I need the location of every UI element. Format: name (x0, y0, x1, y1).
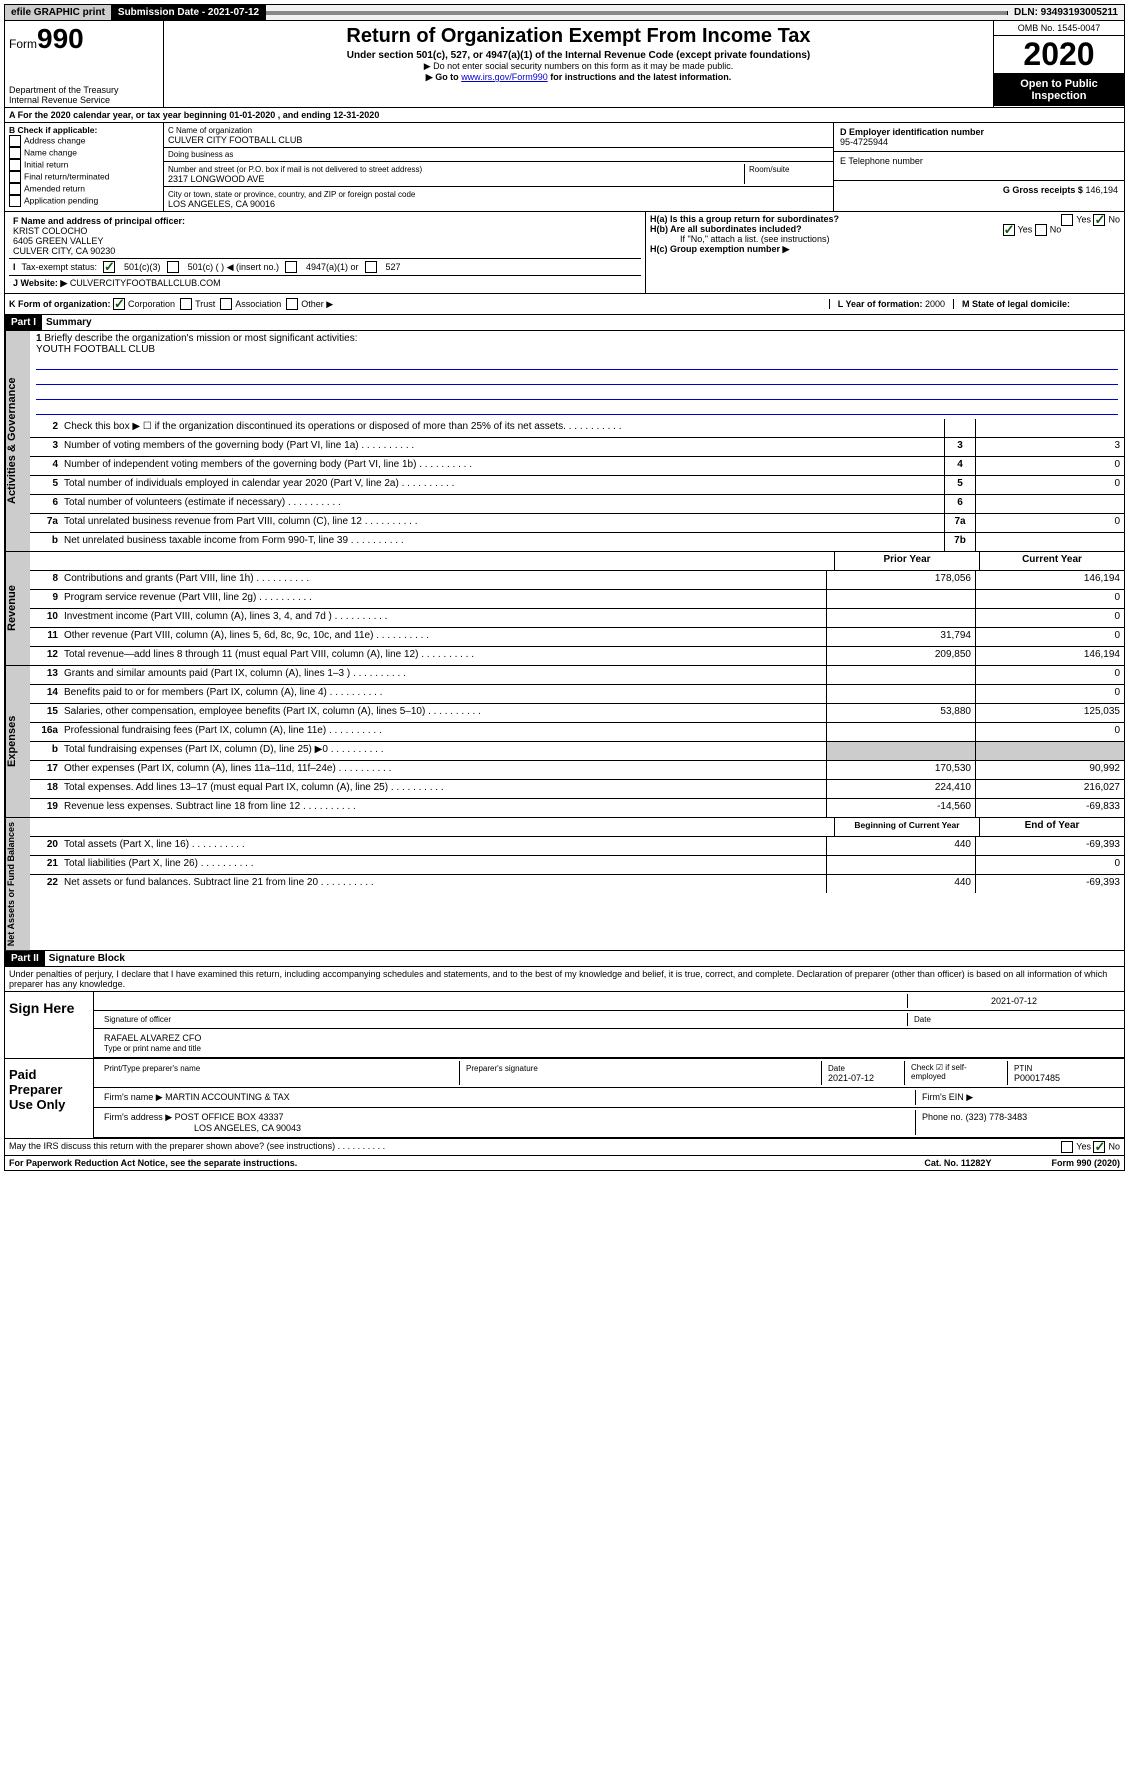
line-a: A For the 2020 calendar year, or tax yea… (4, 108, 1125, 123)
subdate-label: Submission Date - 2021-07-12 (112, 5, 266, 20)
footer: For Paperwork Reduction Act Notice, see … (4, 1156, 1125, 1171)
efile-label[interactable]: efile GRAPHIC print (5, 5, 112, 20)
line-1: 1 Briefly describe the organization's mi… (30, 331, 1124, 419)
dept-label: Department of the Treasury Internal Reve… (9, 85, 159, 105)
form-number: Form990 (9, 23, 159, 55)
box-deg: D Employer identification number95-47259… (834, 123, 1124, 211)
section-revenue: Revenue Prior YearCurrent Year 8Contribu… (4, 552, 1125, 666)
box-c: C Name of organizationCULVER CITY FOOTBA… (164, 123, 834, 211)
sign-here: Sign Here 2021-07-12 Signature of office… (4, 992, 1125, 1059)
dln: DLN: 93493193005211 (1008, 5, 1124, 20)
side-revenue: Revenue (5, 552, 30, 665)
box-b: B Check if applicable: Address changeNam… (5, 123, 164, 211)
box-g: G Gross receipts $ 146,194 (834, 181, 1124, 199)
form-title: Return of Organization Exempt From Incom… (168, 25, 989, 48)
omb-number: OMB No. 1545-0047 (994, 21, 1124, 36)
box-d: D Employer identification number95-47259… (834, 123, 1124, 152)
side-netassets: Net Assets or Fund Balances (5, 818, 30, 950)
paid-preparer: Paid Preparer Use Only Print/Type prepar… (4, 1059, 1125, 1139)
form-header: Form990 Department of the Treasury Inter… (4, 21, 1125, 108)
form-subtitle: Under section 501(c), 527, or 4947(a)(1)… (168, 50, 989, 61)
open-inspection: Open to Public Inspection (994, 74, 1124, 106)
irs-link[interactable]: www.irs.gov/Form990 (461, 72, 548, 82)
side-expenses: Expenses (5, 666, 30, 817)
box-bcdeg: B Check if applicable: Address changeNam… (4, 123, 1125, 212)
box-f: F Name and address of principal officer:… (9, 214, 641, 259)
discuss-row: May the IRS discuss this return with the… (4, 1139, 1125, 1156)
side-governance: Activities & Governance (5, 331, 30, 551)
box-klm: K Form of organization: Corporation Trus… (4, 294, 1125, 315)
net-header: Beginning of Current YearEnd of Year (30, 818, 1124, 837)
section-governance: Activities & Governance 1 Briefly descri… (4, 331, 1125, 552)
box-i: I Tax-exempt status: 501(c)(3) 501(c) ( … (9, 259, 641, 276)
section-netassets: Net Assets or Fund Balances Beginning of… (4, 818, 1125, 951)
box-fh: F Name and address of principal officer:… (4, 212, 1125, 294)
box-e: E Telephone number (834, 152, 1124, 181)
tax-year: 2020 (994, 36, 1124, 74)
top-bar: efile GRAPHIC print Submission Date - 20… (4, 4, 1125, 21)
part2-header: Part IISignature Block (4, 951, 1125, 967)
declaration: Under penalties of perjury, I declare th… (4, 967, 1125, 992)
part1-header: Part ISummary (4, 315, 1125, 331)
box-j: J Website: ▶ CULVERCITYFOOTBALLCLUB.COM (9, 276, 641, 291)
note-link: ▶ Go to www.irs.gov/Form990 for instruct… (168, 72, 989, 83)
box-h: H(a) Is this a group return for subordin… (646, 212, 1124, 293)
section-expenses: Expenses 13Grants and similar amounts pa… (4, 666, 1125, 818)
note-ssn: ▶ Do not enter social security numbers o… (168, 61, 989, 72)
rev-header: Prior YearCurrent Year (30, 552, 1124, 571)
